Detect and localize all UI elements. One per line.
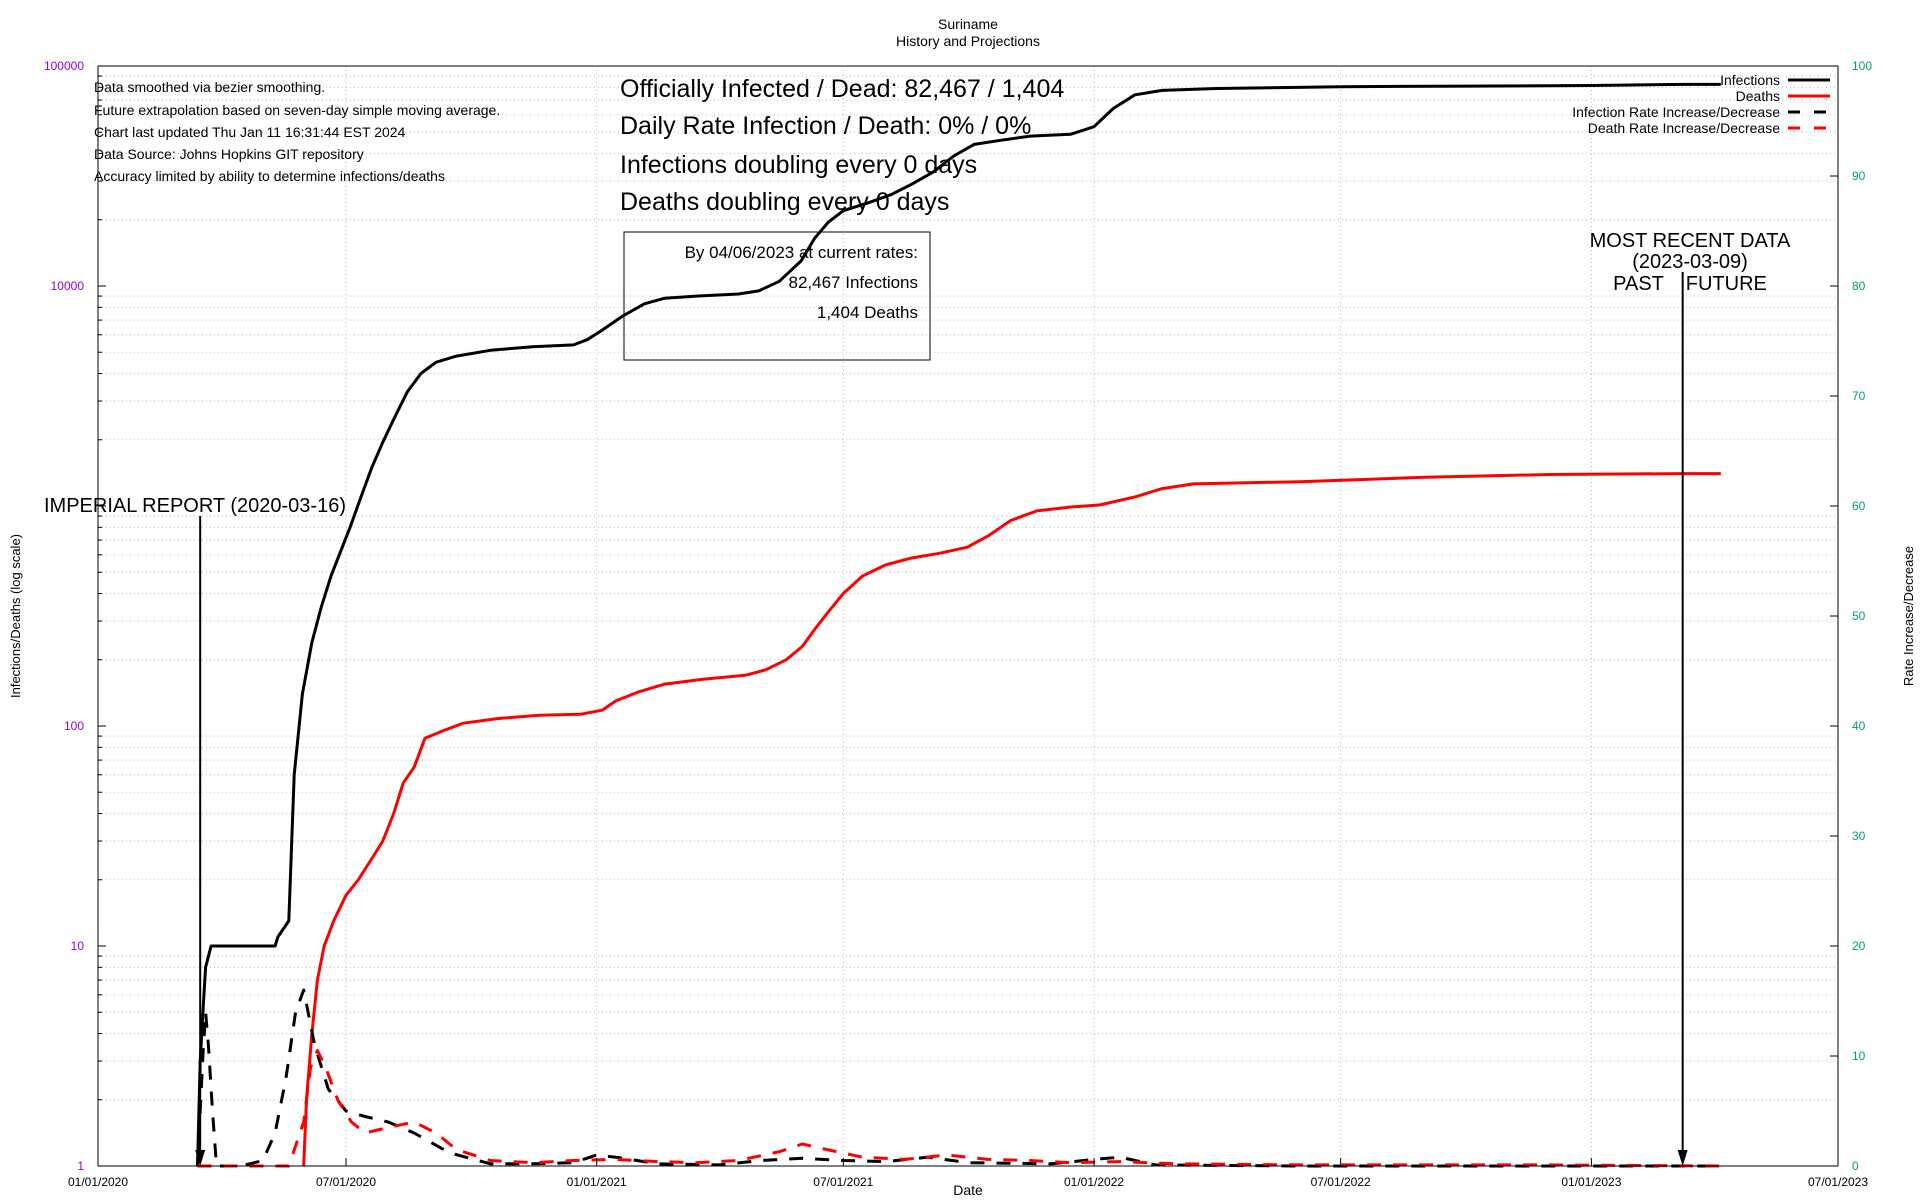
imperial-report-marker: IMPERIAL REPORT (2020-03-16)	[44, 495, 346, 1166]
series-line-death-rate-increase-decrease	[197, 1049, 1721, 1168]
stat-line: Deaths doubling every 0 days	[620, 188, 949, 216]
legend: Infections Deaths Infection Rate Increas…	[1572, 72, 1830, 136]
note-line: Data smoothed via bezier smoothing.	[94, 79, 325, 95]
x-tick-label: 07/01/2022	[1311, 1175, 1371, 1189]
most-recent-marker: MOST RECENT DATA (2023-03-09) PAST FUTUR…	[1590, 230, 1791, 1166]
y2-tick-label: 90	[1852, 169, 1866, 183]
x-tick-label: 07/01/2020	[316, 1175, 376, 1189]
stats-block: Officially Infected / Dead: 82,467 / 1,4…	[620, 75, 1064, 216]
note-line: Chart last updated Thu Jan 11 16:31:44 E…	[94, 124, 406, 140]
y2-tick-label: 30	[1852, 829, 1866, 843]
series-line-infections	[196, 82, 1721, 1167]
x-axis-label: Date	[953, 1182, 983, 1198]
series-layer	[196, 82, 1721, 1168]
x-tick-label: 07/01/2023	[1808, 1175, 1868, 1189]
y2-tick-label: 50	[1852, 609, 1866, 623]
ticks: 01/01/2020 07/01/2020 01/01/2021 07/01/2021…	[44, 59, 1872, 1189]
y2-tick-label: 80	[1852, 279, 1866, 293]
y2-tick-label: 40	[1852, 719, 1866, 733]
chart-title: Suriname	[938, 16, 998, 32]
x-tick-label: 01/01/2021	[567, 1175, 627, 1189]
x-tick-label: 07/01/2021	[813, 1175, 873, 1189]
projection-line: By 04/06/2023 at current rates:	[685, 243, 918, 262]
note-line: Future extrapolation based on seven-day …	[94, 102, 500, 118]
stat-line: Officially Infected / Dead: 82,467 / 1,4…	[620, 75, 1064, 103]
y2-tick-label: 10	[1852, 1049, 1866, 1063]
y2-tick-label: 60	[1852, 499, 1866, 513]
y-tick-label: 10000	[51, 279, 85, 293]
x-tick-label: 01/01/2020	[68, 1175, 128, 1189]
y2-tick-label: 20	[1852, 939, 1866, 953]
projection-line: 1,404 Deaths	[817, 303, 918, 322]
y2-tick-label: 0	[1852, 1159, 1859, 1173]
projection-box: By 04/06/2023 at current rates: 82,467 I…	[623, 231, 931, 361]
past-future-label: PAST FUTURE	[1613, 273, 1767, 295]
y-tick-label: 100000	[44, 59, 84, 73]
projection-line: 82,467 Infections	[789, 273, 918, 292]
note-line: Accuracy limited by ability to determine…	[94, 168, 445, 184]
y2-axis-label: Rate Increase/Decrease	[1901, 546, 1916, 686]
chart-subtitle: History and Projections	[896, 33, 1040, 49]
legend-label: Infections	[1720, 72, 1780, 88]
imperial-report-label: IMPERIAL REPORT (2020-03-16)	[44, 495, 346, 517]
projection-box-frame	[623, 231, 931, 361]
y-tick-label: 1	[77, 1159, 84, 1173]
legend-label: Death Rate Increase/Decrease	[1588, 120, 1780, 136]
most-recent-label: MOST RECENT DATA	[1590, 230, 1791, 252]
grid	[98, 66, 1838, 1166]
most-recent-arrowhead	[1677, 1150, 1688, 1166]
y2-tick-label: 100	[1852, 59, 1872, 73]
x-tick-label: 01/01/2023	[1561, 1175, 1621, 1189]
most-recent-date: (2023-03-09)	[1632, 251, 1748, 273]
series-line-infection-rate-increase-decrease	[196, 988, 1721, 1168]
stat-line: Daily Rate Infection / Death: 0% / 0%	[620, 112, 1031, 140]
stat-line: Infections doubling every 0 days	[620, 151, 977, 179]
y-axis-label: Infections/Deaths (log scale)	[8, 534, 23, 698]
notes-block: Data smoothed via bezier smoothing. Futu…	[94, 79, 500, 184]
note-line: Data Source: Johns Hopkins GIT repositor…	[94, 146, 364, 162]
x-tick-label: 01/01/2022	[1064, 1175, 1124, 1189]
y2-tick-label: 70	[1852, 389, 1866, 403]
legend-label: Infection Rate Increase/Decrease	[1572, 104, 1780, 120]
y-tick-label: 100	[64, 719, 84, 733]
legend-label: Deaths	[1736, 88, 1780, 104]
series-line-deaths	[302, 472, 1721, 1167]
imperial-report-arrowhead	[195, 1150, 206, 1166]
plot-frame	[97, 65, 1839, 1167]
y-tick-label: 10	[71, 939, 85, 953]
